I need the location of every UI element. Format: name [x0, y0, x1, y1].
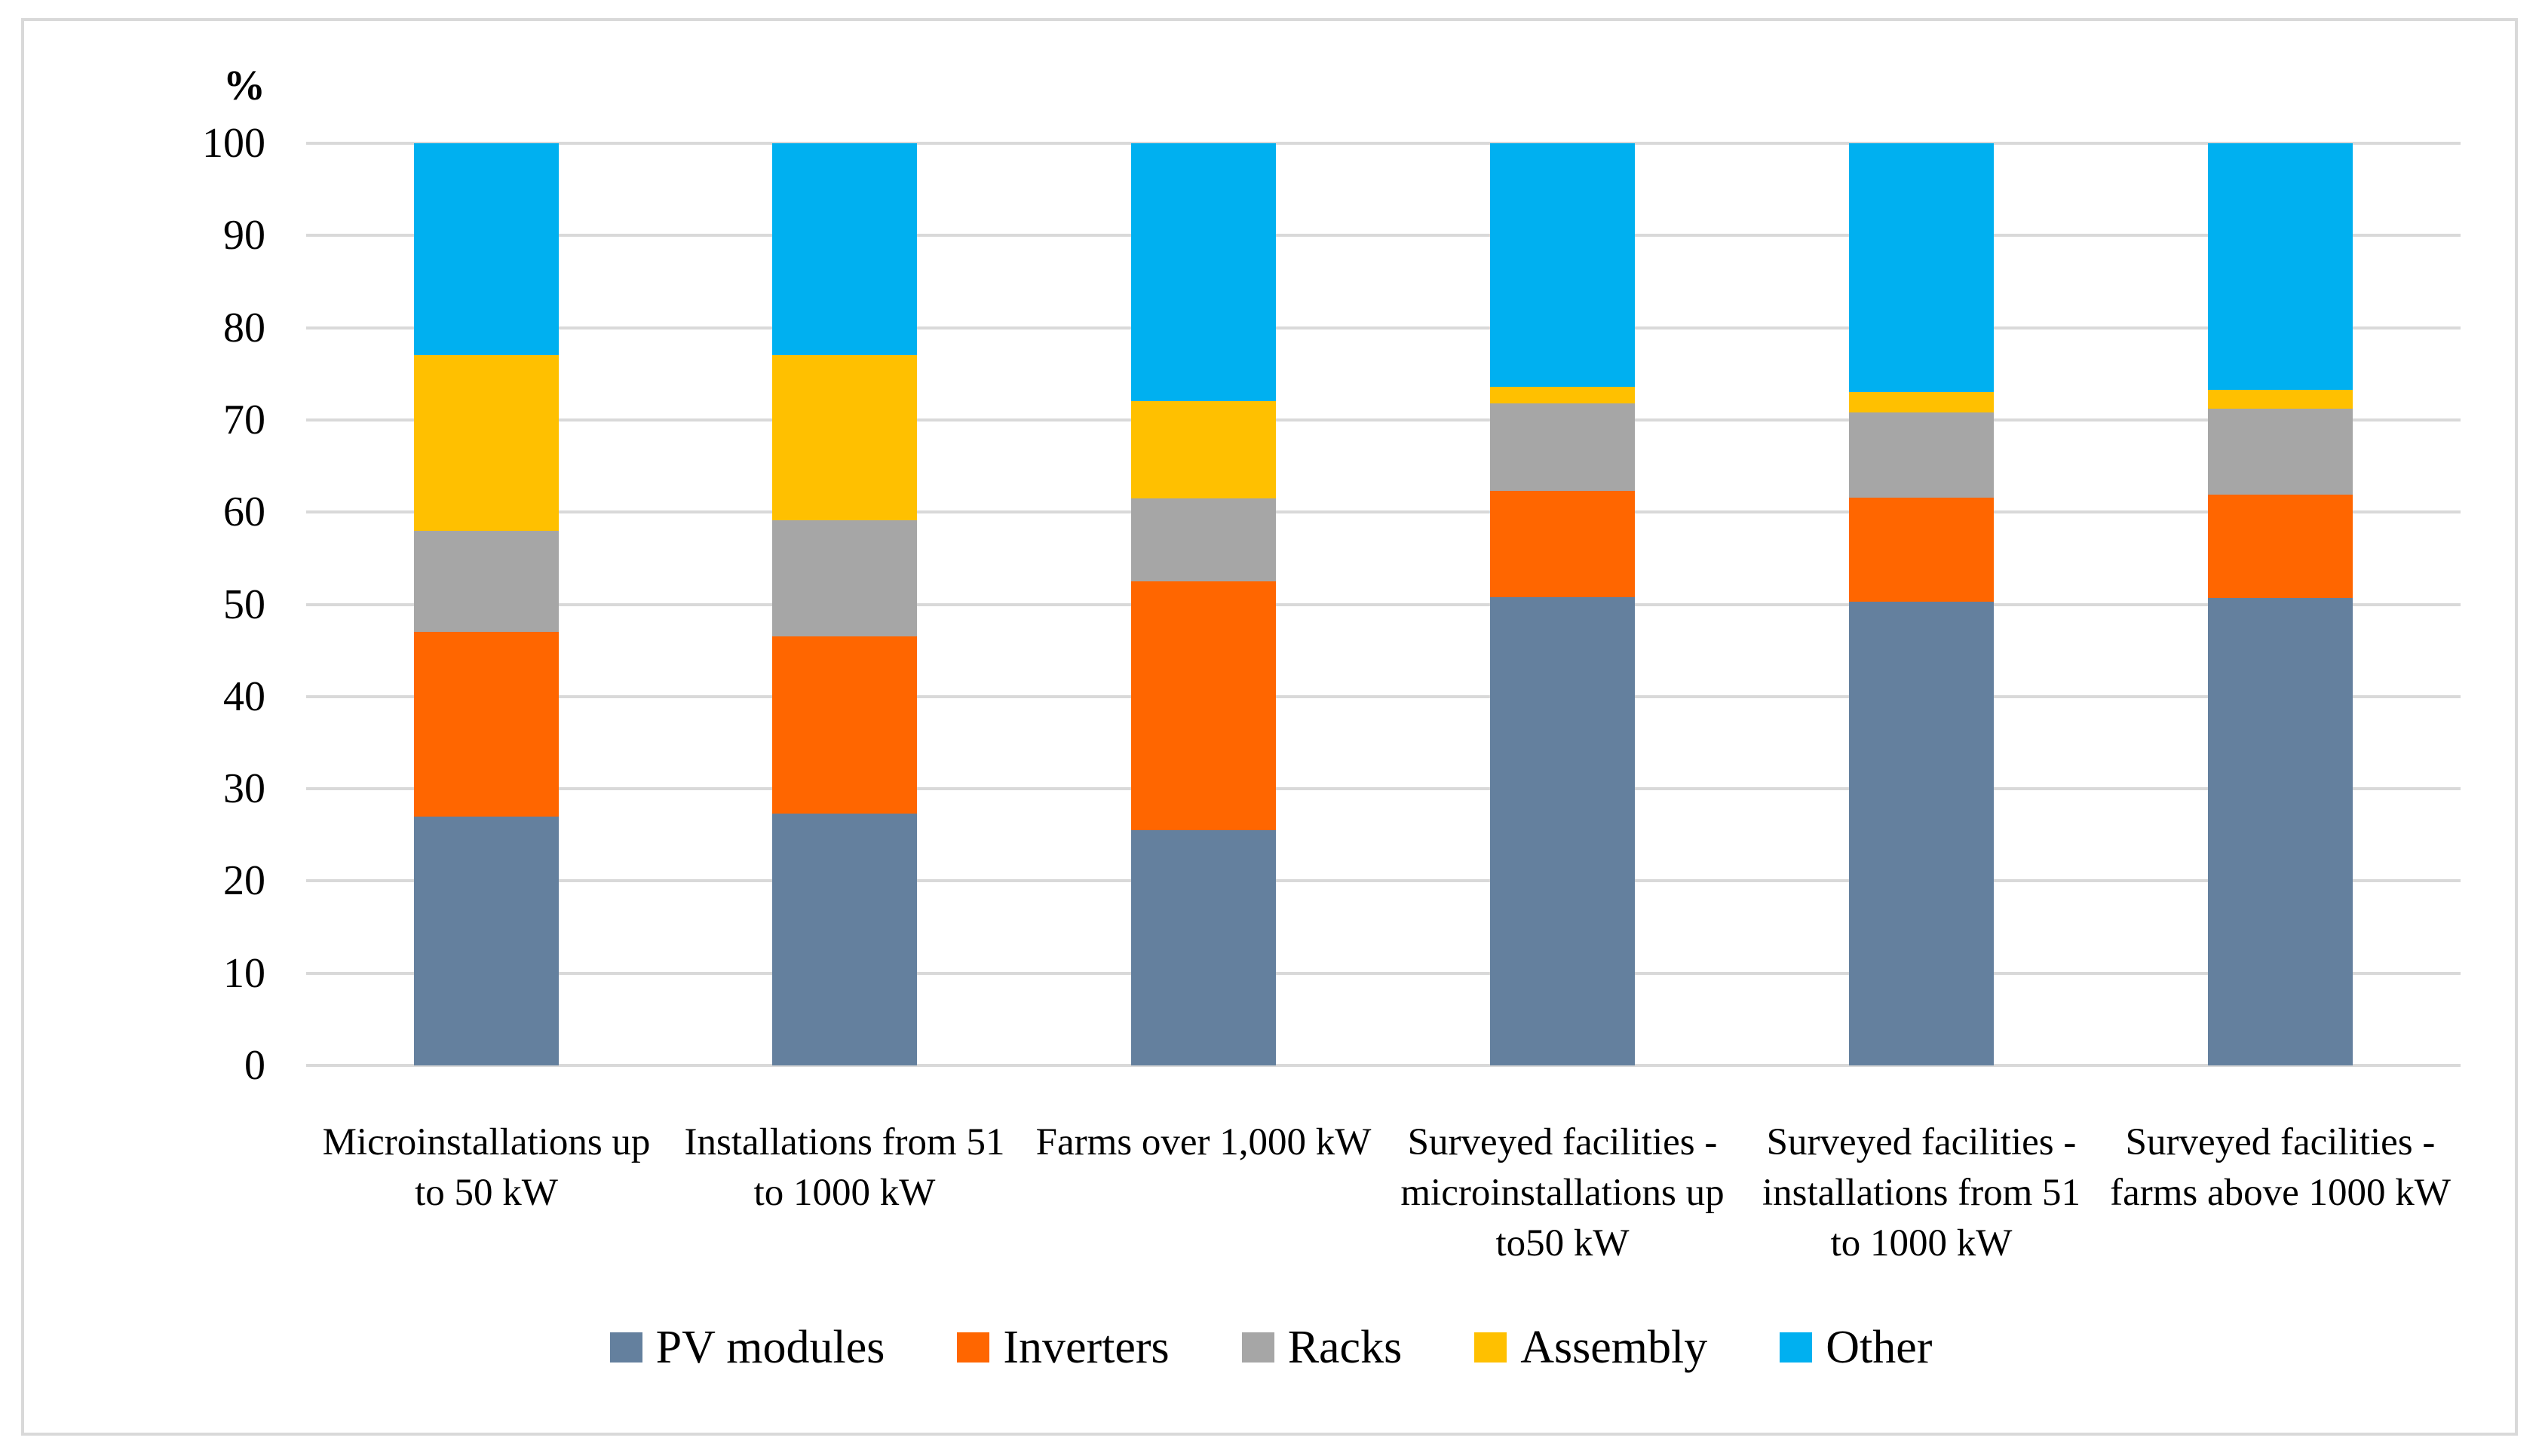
category-label-3: Farms over 1,000 kW: [1035, 1121, 1372, 1163]
bar-segment-inverters: [414, 632, 559, 817]
bar-segment-inverters: [1849, 497, 1994, 602]
y-tick-label-30: 30: [223, 765, 265, 813]
gridline-70: [306, 418, 2461, 421]
bar-segment-pv-modules: [1849, 601, 1994, 1065]
gridline-30: [306, 787, 2461, 791]
bar-segment-inverters: [1490, 491, 1635, 597]
legend-swatch-icon: [1241, 1332, 1274, 1363]
legend-item-other: Other: [1780, 1321, 1932, 1374]
bar-segment-racks: [1131, 498, 1276, 581]
y-tick-label-90: 90: [223, 212, 265, 259]
category-label-6: Surveyed facilities - farms above 1000 k…: [2110, 1121, 2451, 1214]
legend-swatch-icon: [957, 1332, 990, 1363]
y-tick-label-100: 100: [202, 120, 265, 167]
bar-6: [2208, 143, 2353, 1065]
bar-segment-other: [1131, 143, 1276, 402]
gridline-40: [306, 694, 2461, 698]
y-tick-label-70: 70: [223, 396, 265, 443]
bar-5: [1849, 143, 1994, 1065]
bar-3: [1131, 143, 1276, 1065]
y-tick-label-50: 50: [223, 581, 265, 628]
bar-segment-pv-modules: [414, 816, 559, 1065]
legend-swatch-icon: [1474, 1332, 1507, 1363]
legend-label: Assembly: [1520, 1322, 1708, 1373]
y-tick-label-80: 80: [223, 304, 265, 351]
bar-2: [772, 143, 917, 1065]
bar-segment-other: [2208, 143, 2353, 390]
legend: PV modules Inverters Racks Assembly Other: [0, 1313, 2542, 1381]
y-tick-label-40: 40: [223, 673, 265, 720]
legend-item-pv-modules: PV modules: [609, 1321, 885, 1374]
legend-item-assembly: Assembly: [1474, 1321, 1707, 1374]
y-tick-label-0: 0: [244, 1042, 265, 1089]
gridline-100: [306, 142, 2461, 145]
bar-segment-assembly: [2208, 389, 2353, 409]
bar-segment-racks: [1849, 412, 1994, 498]
gridline-20: [306, 879, 2461, 883]
legend-item-racks: Racks: [1241, 1321, 1403, 1374]
bar-1: [414, 143, 559, 1065]
y-axis-unit-label: %: [223, 63, 265, 109]
y-tick-label-10: 10: [223, 949, 265, 997]
legend-label: Racks: [1287, 1322, 1403, 1373]
bar-segment-racks: [414, 530, 559, 633]
bar-segment-other: [1490, 143, 1635, 387]
bar-segment-assembly: [772, 355, 917, 521]
category-label-5: Surveyed facilities - installations from…: [1762, 1121, 2081, 1264]
y-tick-label-20: 20: [223, 857, 265, 905]
bar-segment-other: [414, 143, 559, 356]
legend-swatch-icon: [609, 1332, 642, 1363]
legend-label: Other: [1826, 1322, 1933, 1373]
bar-segment-racks: [2208, 409, 2353, 495]
bar-segment-racks: [772, 520, 917, 637]
bar-segment-assembly: [1490, 386, 1635, 403]
bar-segment-inverters: [772, 636, 917, 814]
bar-segment-pv-modules: [772, 814, 917, 1065]
legend-item-inverters: Inverters: [957, 1321, 1170, 1374]
bar-segment-other: [1849, 143, 1994, 393]
bar-segment-inverters: [1131, 581, 1276, 831]
legend-swatch-icon: [1780, 1332, 1813, 1363]
bar-segment-pv-modules: [1131, 830, 1276, 1065]
legend-label: PV modules: [655, 1322, 885, 1373]
category-label-1: Microinstallations up to 50 kW: [322, 1121, 651, 1214]
bar-segment-assembly: [1849, 392, 1994, 413]
gridline-60: [306, 510, 2461, 514]
bar-segment-pv-modules: [2208, 597, 2353, 1065]
category-label-4: Surveyed facilities - microinstallations…: [1400, 1121, 1725, 1264]
bar-segment-other: [772, 143, 917, 356]
legend-label: Inverters: [1003, 1322, 1170, 1373]
bar-segment-pv-modules: [1490, 596, 1635, 1065]
gridline-50: [306, 602, 2461, 606]
bar-segment-assembly: [414, 355, 559, 531]
bar-segment-racks: [1490, 403, 1635, 492]
gridline-10: [306, 971, 2461, 975]
bar-segment-assembly: [1131, 401, 1276, 498]
bar-segment-inverters: [2208, 494, 2353, 598]
y-tick-label-60: 60: [223, 489, 265, 536]
gridline-90: [306, 234, 2461, 238]
bar-4: [1490, 143, 1635, 1065]
category-label-2: Installations from 51 to 1000 kW: [684, 1121, 1005, 1214]
gridline-0: [306, 1064, 2461, 1067]
gridline-80: [306, 326, 2461, 330]
